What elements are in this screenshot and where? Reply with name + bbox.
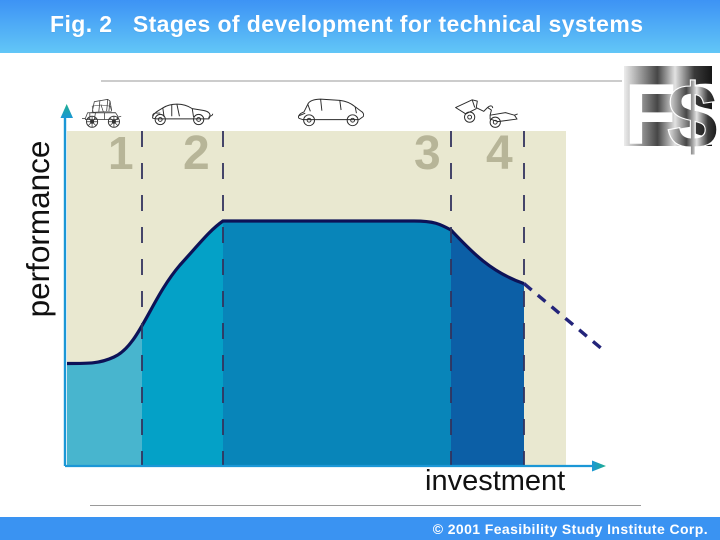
svg-text:2: 2 bbox=[183, 127, 210, 180]
svg-text:4: 4 bbox=[486, 127, 513, 180]
svg-text:3: 3 bbox=[414, 127, 441, 180]
svg-text:$: $ bbox=[667, 66, 718, 168]
svg-text:1: 1 bbox=[108, 127, 134, 179]
